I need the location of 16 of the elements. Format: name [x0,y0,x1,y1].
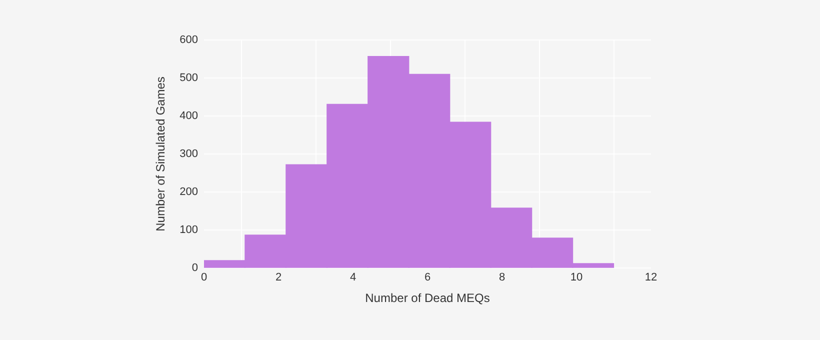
y-tick-label: 200 [180,186,198,198]
y-tick-label: 100 [180,224,198,236]
x-tick-label: 2 [275,272,282,284]
y-tick-label: 500 [180,72,198,84]
x-tick-label: 4 [350,272,356,284]
x-tick-label: 10 [570,272,583,284]
y-tick-label: 400 [180,110,198,122]
y-tick-label: 600 [180,34,198,46]
y-axis-title: Number of Simulated Games [154,76,168,232]
x-tick-label: 8 [498,272,506,284]
x-tick-label: 12 [644,272,658,284]
x-tick-label: 0 [200,272,208,284]
x-tick-label: 6 [424,272,431,284]
y-tick-label: 0 [192,262,198,274]
x-axis-title: Number of Dead MEQs [365,291,490,306]
y-tick-label: 300 [180,148,198,160]
